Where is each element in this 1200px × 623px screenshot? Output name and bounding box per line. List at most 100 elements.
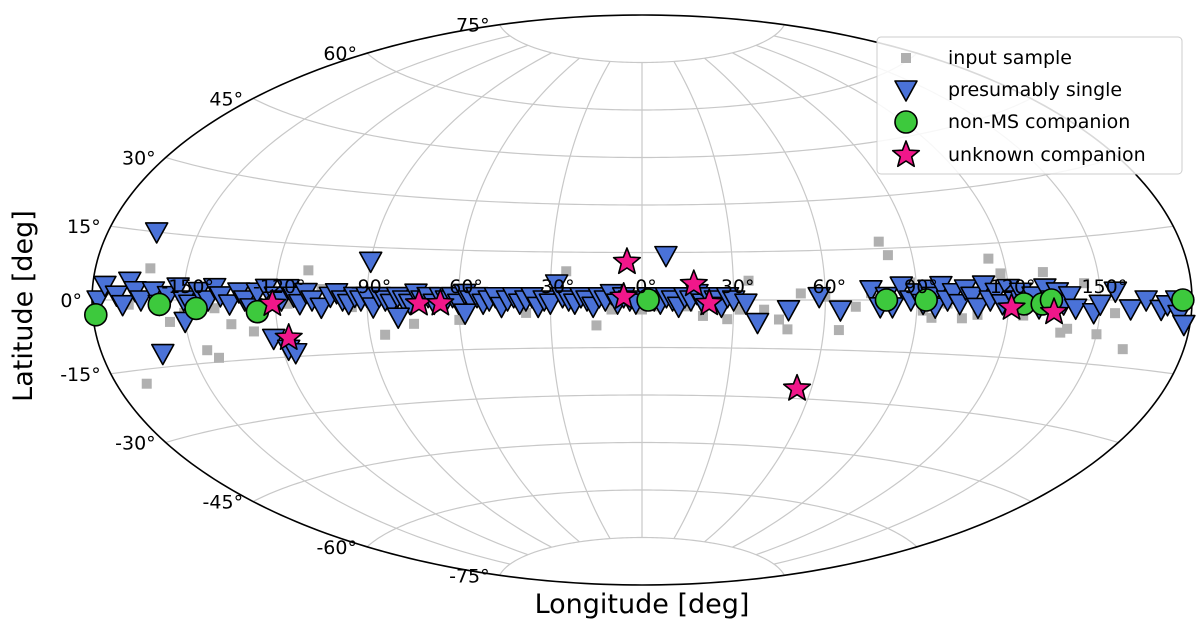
presumably-single-point (745, 312, 770, 335)
presumably-single-point (1118, 299, 1143, 321)
data-points (84, 222, 1196, 401)
non-ms-companion-point (147, 292, 172, 317)
input-sample-point (409, 318, 420, 329)
presumably-single-point (544, 274, 569, 296)
presumably-single-point (1057, 286, 1082, 308)
legend-marker-non-ms-companion (894, 110, 918, 134)
input-sample-point (1055, 327, 1066, 338)
parallel-line (165, 156, 1119, 206)
parallel-line (366, 52, 918, 111)
input-sample-point (697, 310, 708, 321)
presumably-single-point (309, 297, 334, 320)
x-tick-label: -90° (351, 276, 392, 298)
presumably-single-point (1063, 298, 1088, 321)
input-sample-point (606, 304, 617, 315)
y-tick-label: -60° (316, 537, 357, 559)
presumably-single-point (828, 300, 853, 322)
x-axis-label: Longitude [deg] (535, 589, 750, 620)
legend-label-unknown-companion: unknown companion (948, 144, 1146, 166)
legend-label-non-ms-companion: non-MS companion (948, 111, 1130, 133)
tick-labels: -150° -120° -90° -60° -30° 0° 30° 60° 90° 120° 150… (60, 15, 1127, 588)
presumably-single-point (538, 293, 563, 316)
presumably-single-point (150, 343, 175, 366)
input-sample-point (141, 378, 152, 389)
input-sample-point (850, 301, 861, 312)
non-ms-companion-point (914, 288, 938, 312)
input-sample-point (561, 266, 572, 277)
x-tick-label: 60° (812, 276, 846, 298)
y-axis-label: Latitude [deg] (8, 210, 39, 402)
input-sample-point (882, 250, 893, 261)
input-sample-point (1091, 329, 1102, 340)
presumably-single-point (1172, 314, 1196, 337)
input-sample-point (1062, 323, 1073, 334)
presumably-single-point (960, 286, 984, 309)
unknown-companion-point (1039, 297, 1069, 325)
input-sample-point (521, 307, 532, 318)
x-tick-label: 150° (1081, 276, 1127, 298)
presumably-single-point (1088, 294, 1113, 317)
legend-marker-input-sample (901, 53, 911, 63)
y-tick-label: 15° (67, 216, 101, 238)
non-ms-companion-point (874, 288, 899, 312)
input-sample-point (1110, 308, 1121, 319)
input-sample-point (213, 352, 224, 363)
input-sample-point (1037, 267, 1048, 278)
presumably-single-point (110, 294, 135, 317)
map-boundary (91, 14, 1193, 586)
unknown-companion-point (258, 289, 287, 316)
parallel-line (252, 441, 1032, 503)
x-tick-label: 90° (904, 276, 938, 298)
input-sample-point (248, 326, 259, 337)
presumably-single-point (1103, 281, 1128, 304)
input-sample-point (1079, 278, 1090, 289)
presumably-single-point (144, 222, 169, 244)
input-sample-point (743, 275, 754, 286)
y-tick-label: -15° (60, 364, 101, 386)
input-sample-point (303, 265, 314, 276)
input-sample-point (591, 320, 602, 331)
y-tick-label: 45° (209, 88, 243, 110)
presumably-single-point (807, 286, 832, 309)
parallel-line (499, 536, 785, 576)
input-sample-point (1117, 344, 1128, 355)
legend-marker-presumably-single (894, 80, 918, 102)
series-unknown-companion (258, 247, 1069, 401)
non-ms-companion-point (84, 303, 108, 327)
presumably-single-point (358, 251, 383, 274)
y-tick-label: -45° (203, 492, 244, 514)
input-sample-point (759, 304, 770, 315)
x-tick-label: -30° (534, 276, 575, 298)
input-sample-point (454, 314, 465, 325)
unknown-companion-point (609, 282, 638, 309)
legend-label-input-sample: input sample (948, 47, 1072, 69)
parallel-line (110, 346, 1174, 375)
x-tick-label: 120° (990, 276, 1036, 298)
presumably-single-point (166, 277, 190, 299)
input-sample-point (983, 253, 994, 264)
y-tick-label: 60° (323, 43, 357, 65)
y-tick-label: 75° (456, 15, 490, 37)
input-sample-point (833, 325, 844, 336)
x-tick-label: 30° (721, 276, 755, 298)
input-sample-point (773, 314, 784, 325)
y-tick-label: 0° (60, 290, 82, 312)
input-sample-point (226, 319, 237, 330)
legend-marker-unknown-companion (891, 140, 921, 168)
input-sample-point (145, 263, 156, 274)
presumably-single-point (217, 294, 242, 316)
unknown-companion-point (997, 292, 1026, 320)
x-tick-label: -120° (253, 276, 306, 298)
presumably-single-point (654, 245, 678, 268)
unknown-companion-point (679, 269, 708, 297)
parallel-line (499, 24, 785, 64)
unknown-companion-point (426, 288, 455, 316)
projection-frame (91, 14, 1193, 586)
unknown-companion-point (695, 288, 724, 316)
parallel-line (165, 394, 1119, 444)
unknown-companion-point (274, 323, 303, 350)
input-sample-point (164, 316, 175, 327)
presumably-single-point (386, 307, 411, 329)
presumably-single-point (129, 290, 153, 312)
input-sample-point (873, 236, 884, 247)
